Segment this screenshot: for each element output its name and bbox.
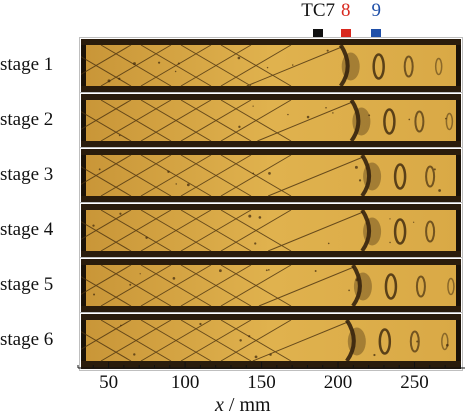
x-tick-label-50: 50 — [99, 372, 119, 393]
x-axis-title: x / mm — [215, 394, 271, 416]
tc-marker-2 — [371, 29, 382, 38]
tc-label-1: 8 — [340, 0, 351, 21]
schlieren-panel-6 — [80, 313, 462, 370]
x-tick-label-150: 150 — [247, 372, 276, 393]
schlieren-panel-5 — [80, 258, 462, 315]
schlieren-image-4 — [81, 204, 461, 259]
stage-label-3: stage 3 — [0, 164, 54, 185]
schlieren-image-1 — [81, 39, 461, 94]
stage-label-1: stage 1 — [0, 54, 54, 75]
tc-marker-0 — [313, 29, 324, 38]
schlieren-image-6 — [81, 314, 461, 369]
stage-label-6: stage 6 — [0, 329, 54, 350]
x-axis-unit: mm — [239, 394, 271, 416]
schlieren-image-3 — [81, 149, 461, 204]
x-axis-variable: x — [215, 394, 224, 416]
x-tick-label-200: 200 — [323, 372, 353, 393]
stage-label-4: stage 4 — [0, 219, 54, 240]
tc-marker-1 — [340, 29, 351, 38]
schlieren-panel-3 — [80, 148, 462, 205]
schlieren-panel-2 — [80, 93, 462, 150]
stage-label-5: stage 5 — [0, 274, 54, 295]
x-tick-label-250: 250 — [400, 372, 429, 393]
schlieren-panel-1 — [80, 38, 462, 95]
x-tick-label-100: 100 — [170, 372, 200, 393]
tc-label-2: 9 — [371, 0, 382, 21]
stage-label-2: stage 2 — [0, 109, 54, 130]
tc-label-0: TC7 — [301, 0, 336, 21]
schlieren-image-2 — [81, 94, 461, 149]
schlieren-image-5 — [81, 259, 461, 314]
